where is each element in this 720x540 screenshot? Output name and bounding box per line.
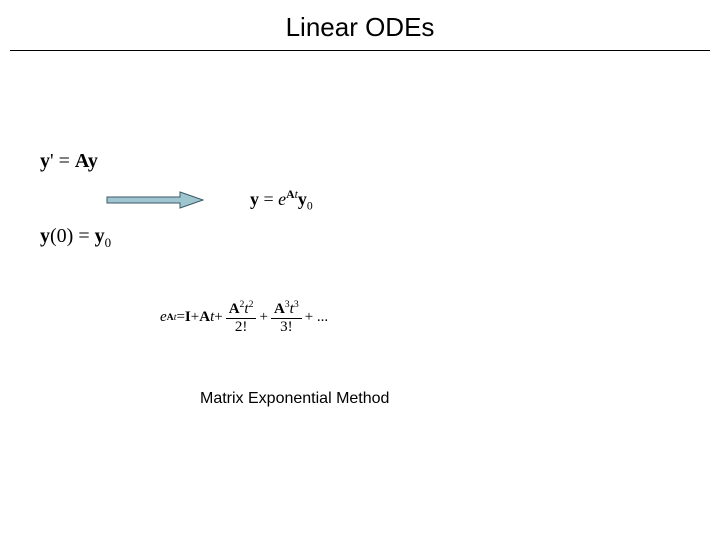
sol-eq: = — [259, 189, 278, 209]
exp-plus1: + — [191, 309, 199, 326]
ode-A: A — [75, 150, 88, 172]
page-title: Linear ODEs — [0, 12, 720, 43]
ic-sub: 0 — [105, 235, 112, 250]
equation-ode: y' = Ay — [40, 150, 98, 173]
exp-dots: + ... — [305, 309, 328, 326]
sol-exp: At — [286, 188, 298, 201]
title-underline — [10, 50, 710, 51]
equation-expansion: eAt = I + At + A2t2 2! + A3t3 3! + ... — [160, 300, 328, 335]
ic-arg: (0) — [50, 225, 73, 247]
ode-eq: = — [54, 150, 75, 172]
equation-ic: y(0) = y0 — [40, 225, 111, 251]
ic-eq: = — [73, 225, 94, 247]
equation-solution: y = eAty0 — [250, 188, 313, 213]
ic-y2: y — [95, 225, 105, 247]
exp-frac2: A2t2 2! — [226, 300, 257, 335]
exp-plus3: + — [259, 309, 267, 326]
exp-e: e — [160, 309, 167, 326]
ode-y: y — [40, 150, 50, 172]
exp-plus2: + — [214, 309, 222, 326]
sol-sub: 0 — [307, 200, 313, 213]
sol-y: y — [250, 189, 259, 209]
exp-A1: A — [199, 309, 210, 326]
arrow-icon — [105, 190, 205, 215]
subtitle: Matrix Exponential Method — [200, 390, 389, 408]
ode-y2: y — [88, 150, 98, 172]
exp-e-exp: At — [167, 312, 177, 323]
sol-e: e — [278, 189, 286, 209]
exp-eq: = — [176, 309, 184, 326]
exp-frac3: A3t3 3! — [271, 300, 302, 335]
sol-y2: y — [298, 189, 307, 209]
ic-y: y — [40, 225, 50, 247]
